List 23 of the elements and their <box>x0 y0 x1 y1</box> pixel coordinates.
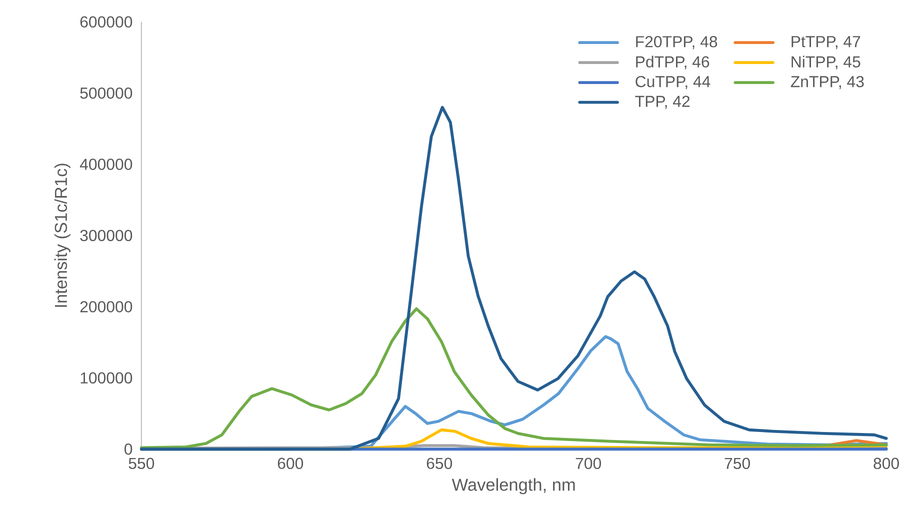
y-tick-label: 600000 <box>80 16 132 28</box>
x-axis-title: Wavelength, nm <box>452 478 575 494</box>
legend-label: PtTPP, 47 <box>792 36 860 50</box>
legend-label: ZnTPP, 43 <box>790 76 864 90</box>
x-tick-label: 650 <box>426 458 452 470</box>
legend-label: F20TPP, 48 <box>636 36 718 50</box>
y-tick-label: 500000 <box>80 88 132 99</box>
y-axis-title: Intensity (S1c/R1c) <box>54 164 70 307</box>
x-tick-label: 550 <box>128 458 154 470</box>
x-tick-label: 600 <box>278 458 304 470</box>
y-tick-label: 300000 <box>80 230 132 242</box>
y-tick-label: 100000 <box>80 372 132 384</box>
x-tick-label: 750 <box>724 458 750 470</box>
line-series <box>140 307 888 450</box>
x-tick-label: 700 <box>576 458 602 470</box>
y-tick-label: 200000 <box>80 301 132 312</box>
legend-label: NiTPP, 45 <box>792 56 860 70</box>
y-tick-label: 0 <box>124 444 132 455</box>
legend-label: PdTPP, 46 <box>636 56 710 70</box>
legend-label: TPP, 42 <box>635 96 690 109</box>
y-tick-label: 400000 <box>80 158 132 170</box>
x-tick-label: 800 <box>874 458 899 470</box>
legend-label: CuTPP, 44 <box>636 76 710 90</box>
